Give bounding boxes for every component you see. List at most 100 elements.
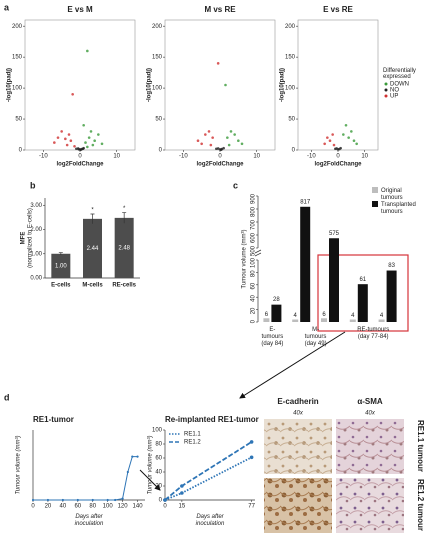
x-tick-label: 120 <box>118 504 129 510</box>
point <box>352 139 356 143</box>
chart-title: RE1-tumor <box>33 415 74 424</box>
x-tick-label: -10 <box>307 154 316 160</box>
value-label: 2.48 <box>118 246 130 252</box>
point <box>86 145 89 149</box>
bar <box>83 218 102 278</box>
y-tick-label: 50 <box>15 117 22 123</box>
y-tick-label: 2.00 <box>30 227 42 233</box>
point <box>114 498 117 502</box>
value-label: 4 <box>294 313 298 319</box>
magnification: 40x <box>365 411 376 417</box>
significance: * <box>123 206 126 212</box>
point <box>331 133 334 136</box>
legend-swatch <box>372 187 378 193</box>
point <box>97 133 100 136</box>
y-tick-label: 900 <box>251 193 257 204</box>
x-axis-label: Days after inoculation <box>196 514 225 527</box>
point <box>67 133 71 136</box>
x-tick-label: -10 <box>179 154 188 160</box>
point <box>82 123 85 127</box>
legend-label: UP <box>390 94 398 100</box>
legend-swatch <box>384 82 388 86</box>
x-tick-label: E-tumours (day 84) <box>261 327 283 347</box>
point <box>211 136 214 139</box>
y-tick-label: 600 <box>251 232 257 243</box>
y-tick-label: 60 <box>155 456 162 462</box>
bar <box>51 253 71 278</box>
x-tick-label: 10 <box>361 154 368 160</box>
point <box>204 133 207 136</box>
bar <box>114 217 134 278</box>
y-axis-label: MFE <box>21 232 27 245</box>
point <box>249 455 254 460</box>
y-axis-label: -log10(padj) <box>7 68 13 102</box>
point <box>249 440 254 444</box>
arrow <box>239 331 346 399</box>
plot-frame <box>297 19 379 151</box>
point <box>224 83 227 87</box>
y-tick-label: 100 <box>12 86 23 92</box>
point <box>91 143 95 147</box>
y-tick-label: 500 <box>251 245 257 256</box>
line <box>164 441 253 501</box>
point <box>69 139 73 143</box>
stain-label: E-cadherin <box>277 397 318 406</box>
value-label: 6 <box>265 312 269 318</box>
point <box>216 62 220 65</box>
point <box>323 142 326 146</box>
y-tick-label: 40 <box>251 295 257 302</box>
legend-label: DOWN <box>390 82 409 88</box>
x-axis-label: log2FoldChange <box>57 162 105 168</box>
panel-label: c <box>233 180 238 190</box>
x-tick-label: E-cells <box>51 283 71 289</box>
point <box>344 123 348 127</box>
point <box>31 498 35 502</box>
y-tick-label: 800 <box>251 206 257 217</box>
value-label: 6 <box>322 312 326 318</box>
y-tick-label: 80 <box>251 270 257 277</box>
x-tick-label: M-tumours (day 49) <box>305 327 327 347</box>
y-tick-label: 0 <box>159 498 163 504</box>
y-tick-label: 60 <box>251 282 257 289</box>
point <box>196 139 200 143</box>
value-label: 28 <box>273 297 280 303</box>
micrograph <box>264 478 332 533</box>
line <box>164 456 253 501</box>
legend-label: RE1.1 <box>184 432 201 438</box>
point <box>227 143 231 147</box>
y-tick-label: 3.00 <box>30 203 42 209</box>
point <box>328 139 332 143</box>
y-tick-label: 700 <box>251 219 257 230</box>
y-axis-label: Tumour volume (mm³) <box>148 436 154 495</box>
y-tick-label: 150 <box>152 55 163 61</box>
point <box>180 484 184 488</box>
bar <box>321 318 327 322</box>
bar <box>271 304 282 322</box>
y-tick-label: 100 <box>152 86 163 92</box>
x-tick-label: RE-tumours (day 77-84) <box>357 327 389 340</box>
plot-frame <box>164 19 276 151</box>
point <box>216 147 220 150</box>
y-axis-label: Tumour volume (mm³) <box>16 436 22 495</box>
point <box>219 148 223 151</box>
y-tick-label: 0 <box>159 148 163 154</box>
point <box>207 130 211 133</box>
significance: * <box>91 208 94 214</box>
point <box>126 470 129 474</box>
y-tick-label: 20 <box>251 307 257 314</box>
legend-swatch <box>384 94 388 98</box>
stain-label: α-SMA <box>357 397 383 406</box>
x-tick-label: 15 <box>179 504 186 510</box>
point <box>163 498 167 502</box>
y-tick-label: 200 <box>285 24 296 30</box>
bar <box>329 238 339 322</box>
point <box>209 143 213 147</box>
point <box>86 49 89 53</box>
micrograph <box>336 419 404 474</box>
value-label: 4 <box>351 313 355 319</box>
y-tick-label: 200 <box>152 24 163 30</box>
point <box>326 136 329 139</box>
y-tick-label: 50 <box>288 117 295 123</box>
point <box>77 148 81 151</box>
